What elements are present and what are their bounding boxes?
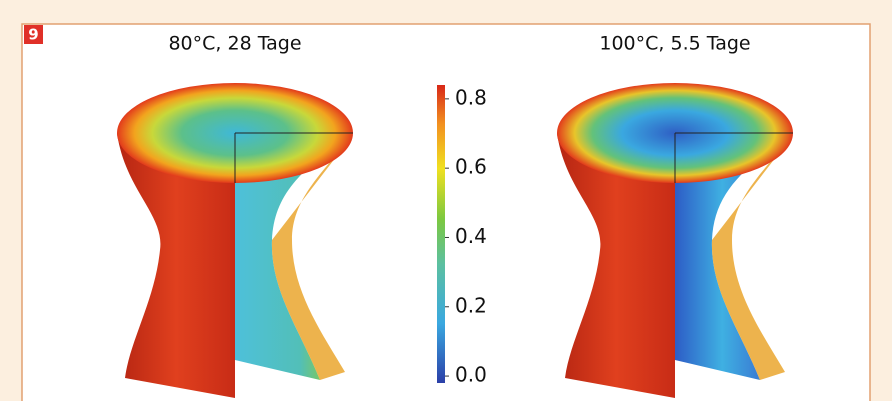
page: 9 80°C, 28 Tage 100°C, 5.5 Tage 0.0 0.2 0.…: [0, 0, 892, 401]
tick-label: 0.6: [455, 155, 487, 179]
colorbar: [437, 85, 445, 383]
figure: 9 80°C, 28 Tage 100°C, 5.5 Tage 0.0 0.2 0.…: [0, 0, 892, 401]
tick-label: 0.8: [455, 85, 487, 109]
panel-title: 80°C, 28 Tage: [168, 33, 301, 55]
tick-label: 0.4: [455, 224, 487, 248]
tick-label: 0.0: [455, 363, 487, 387]
panel-title: 100°C, 5.5 Tage: [599, 33, 750, 55]
badge: 9: [28, 26, 38, 44]
tick-label: 0.2: [455, 293, 487, 317]
